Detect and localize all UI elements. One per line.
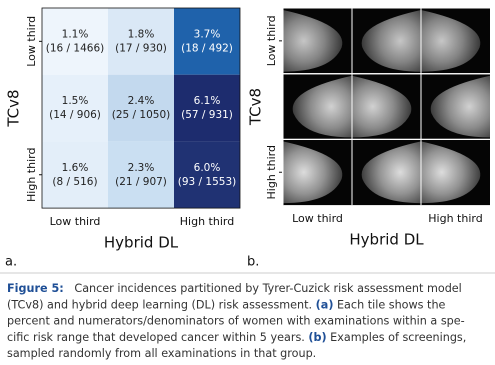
cell-percent: 1.5% [62, 95, 89, 107]
y-axis-label: TCv8 [5, 89, 23, 127]
caption-line: sampled randomly from all examinations i… [7, 347, 316, 360]
mammogram [421, 141, 481, 204]
mammogram [430, 75, 490, 138]
heatmap-cell [108, 141, 174, 209]
y-tick-label: Low third [25, 16, 38, 67]
y-tick-label: Low third [265, 15, 278, 66]
breast-tissue [361, 10, 421, 72]
heatmap-cell [174, 8, 240, 75]
x-tick-label: Low third [292, 212, 343, 225]
breast-tissue [292, 75, 352, 138]
breast-tissue [283, 141, 343, 204]
cell-counts: (17 / 930) [115, 42, 167, 54]
x-axis-label: Hybrid DL [104, 234, 179, 252]
cell-counts: (8 / 516) [52, 176, 97, 188]
heatmap-cell [108, 8, 174, 75]
cell-percent: 2.4% [128, 95, 155, 107]
x-tick-label: High third [180, 215, 234, 228]
heatmap-cell [42, 8, 108, 75]
caption-text: Figure 5: [7, 282, 64, 295]
y-axis-label: TCv8 [247, 88, 265, 126]
breast-tissue [361, 141, 421, 204]
cell-percent: 6.1% [194, 95, 221, 107]
mammogram [361, 10, 421, 72]
caption-text: (a) [316, 298, 334, 311]
panel-a: 1.1% (16 / 1466) 1.8% (17 / 930) 3.7% (18 / 4… [5, 7, 241, 270]
panel-label: b. [247, 255, 259, 270]
caption-text: Each tile shows the [333, 298, 445, 311]
caption-text: Examples of screenings, [327, 331, 467, 344]
mammogram [361, 141, 421, 204]
cell-counts: (14 / 906) [49, 109, 101, 121]
x-tick-label: High third [428, 212, 482, 225]
heatmap-cell [174, 141, 240, 209]
panel-label: a. [5, 255, 17, 270]
mammogram [283, 141, 343, 204]
breast-tissue [430, 75, 490, 138]
cell-percent: 2.3% [128, 162, 155, 174]
heatmap-cell [108, 74, 174, 142]
cell-percent: 1.1% [62, 28, 89, 40]
cell-counts: (16 / 1466) [46, 42, 105, 54]
cell-counts: (18 / 492) [181, 42, 233, 54]
cell-percent: 6.0% [194, 162, 221, 174]
mammogram [283, 10, 343, 72]
caption-text: sampled randomly from all examinations i… [7, 347, 316, 360]
heatmap-cell [174, 74, 240, 142]
caption-line: Figure 5: Cancer incidences partitioned … [7, 282, 462, 295]
cell-percent: 1.8% [128, 28, 155, 40]
caption-text: (b) [308, 331, 326, 344]
cell-counts: (21 / 907) [115, 176, 167, 188]
breast-tissue [421, 10, 481, 72]
breast-tissue [283, 10, 343, 72]
x-tick-label: Low third [50, 215, 101, 228]
panel-b: Low third High third Low third High third TC… [247, 7, 490, 270]
caption-text: percent and numerators/denominators of w… [7, 315, 465, 328]
cell-percent: 1.6% [62, 162, 89, 174]
caption: Figure 5: Cancer incidences partitioned … [0, 272, 495, 360]
breast-tissue [352, 75, 412, 138]
caption-line: (TCv8) and hybrid deep learning (DL) ris… [7, 298, 446, 311]
y-tick-label: High third [265, 145, 278, 199]
caption-text: cific risk range that developed cancer w… [7, 331, 308, 344]
caption-text: (TCv8) and hybrid deep learning (DL) ris… [7, 298, 316, 311]
mammogram [292, 75, 352, 138]
caption-text: Cancer incidences partitioned by Tyrer-C… [64, 282, 462, 295]
cell-counts: (25 / 1050) [112, 109, 171, 121]
caption-line: cific risk range that developed cancer w… [7, 331, 466, 344]
cell-counts: (93 / 1553) [178, 176, 237, 188]
heatmap-cell [42, 141, 108, 209]
caption-line: percent and numerators/denominators of w… [7, 315, 465, 328]
x-axis-label: Hybrid DL [349, 231, 424, 249]
heatmap-cell [42, 74, 108, 142]
y-tick-label: High third [25, 148, 38, 202]
heatmap-frame [41, 7, 241, 209]
cell-counts: (57 / 931) [181, 109, 233, 121]
breast-tissue [421, 141, 481, 204]
mammogram [421, 10, 481, 72]
mammogram [352, 75, 412, 138]
cell-percent: 3.7% [194, 28, 221, 40]
